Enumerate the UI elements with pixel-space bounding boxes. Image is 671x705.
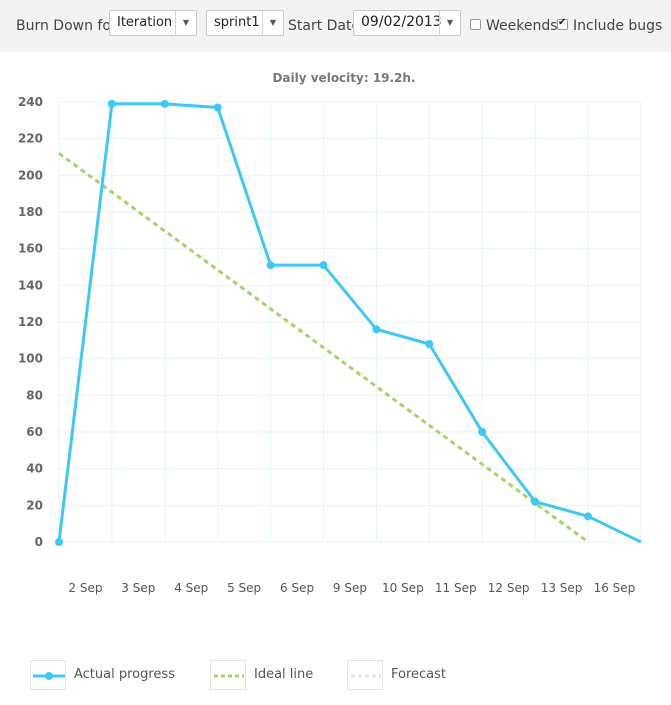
y-tick-label: 40 [26, 462, 43, 476]
x-tick-label: 2 Sep [68, 581, 102, 595]
burn-down-label: Burn Down for [16, 18, 117, 34]
include-bugs-label: Include bugs [573, 18, 663, 34]
x-tick-label: 10 Sep [382, 581, 424, 595]
weekends-label: Weekends [486, 18, 558, 34]
actual-progress-point [266, 261, 275, 270]
start-date-label: Start Date [288, 18, 361, 34]
burndown-chart: Daily velocity: 19.2h. 0 20 40 60 80 100 120 14… [18, 71, 642, 595]
x-tick-label: 11 Sep [435, 581, 477, 595]
actual-progress-point [425, 340, 434, 348]
ideal-line [58, 152, 589, 544]
actual-progress-point [160, 99, 169, 108]
actual-progress-point [372, 325, 381, 334]
legend-swatch-ideal [210, 660, 246, 690]
actual-progress-point [107, 99, 116, 108]
series-layer [55, 99, 642, 546]
actual-progress-point [319, 261, 328, 270]
toolbar: Burn Down for Iteration ▼ sprint1 ▼ Star… [0, 0, 671, 52]
y-tick-label: 220 [18, 132, 43, 146]
sprint-select-value: sprint1 [214, 15, 260, 30]
x-tick-label: 4 Sep [174, 581, 208, 595]
y-tick-label: 100 [18, 352, 43, 366]
legend-swatch-forecast [347, 660, 383, 690]
chevron-down-icon: ▼ [262, 11, 283, 35]
chart-title: Daily velocity: 19.2h. [272, 71, 415, 85]
type-select[interactable]: Iteration ▼ [109, 10, 197, 36]
y-tick-label: 140 [18, 278, 43, 292]
chevron-down-icon: ▼ [175, 11, 196, 35]
x-tick-label: 3 Sep [121, 581, 155, 595]
type-select-value: Iteration [117, 15, 173, 30]
y-tick-label: 80 [26, 388, 43, 402]
start-date-field[interactable]: 09/02/2013 ▼ [353, 10, 461, 36]
y-tick-label: 180 [18, 205, 43, 219]
y-tick-label: 200 [18, 168, 43, 182]
y-tick-label: 240 [18, 95, 43, 109]
chevron-down-icon: ▼ [439, 11, 460, 35]
y-tick-label: 20 [26, 498, 43, 512]
actual-progress-point [213, 103, 222, 112]
x-tick-label: 16 Sep [594, 581, 636, 595]
x-tick-label: 12 Sep [488, 581, 530, 595]
actual-progress-line [57, 102, 642, 544]
x-tick-label: 9 Sep [333, 581, 367, 595]
y-tick-label: 0 [35, 535, 43, 549]
actual-progress-point [55, 538, 63, 546]
weekends-checkbox[interactable] [470, 19, 481, 30]
legend-label-forecast: Forecast [391, 667, 447, 682]
y-tick-label: 60 [26, 425, 43, 439]
axis-layer: 0 20 40 60 80 100 120 140 160 180 200 220 240 2 Sep 3 … [18, 95, 635, 595]
actual-progress-point [478, 428, 487, 436]
actual-progress-point [531, 497, 540, 506]
x-tick-label: 13 Sep [541, 581, 583, 595]
legend-swatch-actual [30, 660, 66, 690]
legend-label-actual: Actual progress [74, 667, 175, 682]
legend-label-ideal: Ideal line [254, 667, 314, 682]
y-tick-label: 160 [18, 242, 43, 256]
actual-progress-point [584, 512, 592, 521]
x-tick-label: 6 Sep [280, 581, 314, 595]
x-tick-label: 5 Sep [227, 581, 261, 595]
start-date-value: 09/02/2013 [361, 14, 442, 30]
y-tick-label: 120 [18, 315, 43, 329]
include-bugs-checkbox[interactable] [557, 17, 568, 30]
grid-layer [58, 101, 642, 543]
sprint-select[interactable]: sprint1 ▼ [206, 10, 284, 36]
